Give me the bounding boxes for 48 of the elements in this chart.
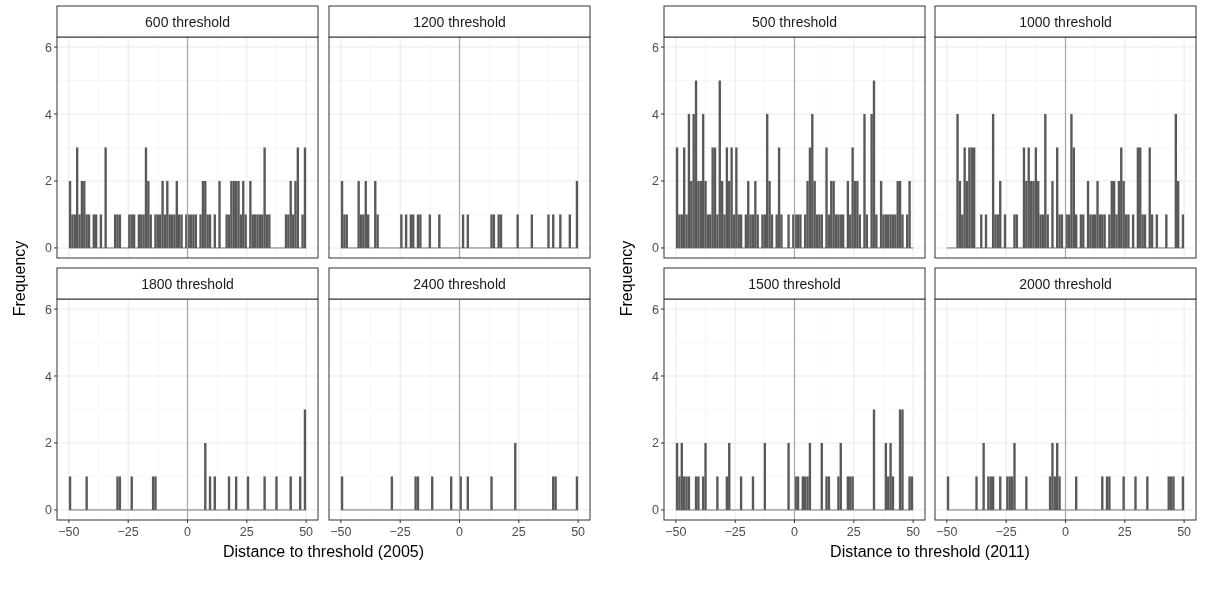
x-tick-label: −25 bbox=[724, 525, 746, 539]
y-tick-label: 2 bbox=[45, 174, 53, 189]
x-tick-label: 0 bbox=[456, 525, 464, 539]
chart-title: 1200 threshold bbox=[413, 13, 506, 30]
y-tick-label: 0 bbox=[45, 503, 53, 518]
x-tick-label: 0 bbox=[791, 525, 799, 539]
x-tick-label: −50 bbox=[665, 525, 687, 539]
x-axis-title: Distance to threshold (2011) bbox=[830, 543, 1030, 560]
y-tick-label: 4 bbox=[652, 369, 660, 384]
y-axis-title: Frequency bbox=[618, 240, 635, 317]
chart-title: 600 threshold bbox=[145, 13, 230, 30]
x-tick-label: 0 bbox=[184, 525, 192, 539]
y-tick-label: 4 bbox=[45, 369, 53, 384]
x-tick-label: −50 bbox=[330, 525, 352, 539]
chart-title: 1800 threshold bbox=[141, 275, 234, 292]
y-tick-label: 4 bbox=[652, 107, 660, 122]
y-tick-label: 6 bbox=[652, 40, 660, 55]
chart-title: 500 threshold bbox=[752, 13, 837, 30]
y-tick-label: 6 bbox=[652, 302, 660, 317]
y-tick-label: 6 bbox=[45, 40, 53, 55]
chart-title: 1000 threshold bbox=[1019, 13, 1112, 30]
x-tick-label: 25 bbox=[511, 525, 526, 539]
y-tick-label: 0 bbox=[45, 241, 53, 256]
chart-title: 2400 threshold bbox=[413, 275, 506, 292]
x-tick-label: 50 bbox=[299, 525, 314, 539]
x-tick-label: 25 bbox=[1117, 525, 1132, 539]
y-tick-label: 2 bbox=[652, 436, 660, 451]
chart-title: 1500 threshold bbox=[748, 275, 841, 292]
x-tick-label: −25 bbox=[995, 525, 1017, 539]
x-tick-label: 25 bbox=[846, 525, 861, 539]
y-tick-label: 6 bbox=[45, 302, 53, 317]
y-axis-title: Frequency bbox=[11, 240, 28, 317]
x-tick-label: 50 bbox=[1177, 525, 1192, 539]
y-tick-label: 2 bbox=[652, 174, 660, 189]
y-tick-label: 4 bbox=[45, 107, 53, 122]
x-tick-label: 0 bbox=[1062, 525, 1070, 539]
x-tick-label: 25 bbox=[239, 525, 254, 539]
y-tick-label: 0 bbox=[652, 503, 660, 518]
y-tick-label: 0 bbox=[652, 241, 660, 256]
x-tick-label: −50 bbox=[58, 525, 80, 539]
y-tick-label: 2 bbox=[45, 436, 53, 451]
x-tick-label: −25 bbox=[117, 525, 139, 539]
x-tick-label: 50 bbox=[906, 525, 921, 539]
chart-title: 2000 threshold bbox=[1019, 275, 1112, 292]
x-tick-label: 50 bbox=[571, 525, 586, 539]
x-tick-label: −25 bbox=[389, 525, 411, 539]
x-axis-title: Distance to threshold (2005) bbox=[223, 543, 424, 560]
x-tick-label: −50 bbox=[936, 525, 958, 539]
